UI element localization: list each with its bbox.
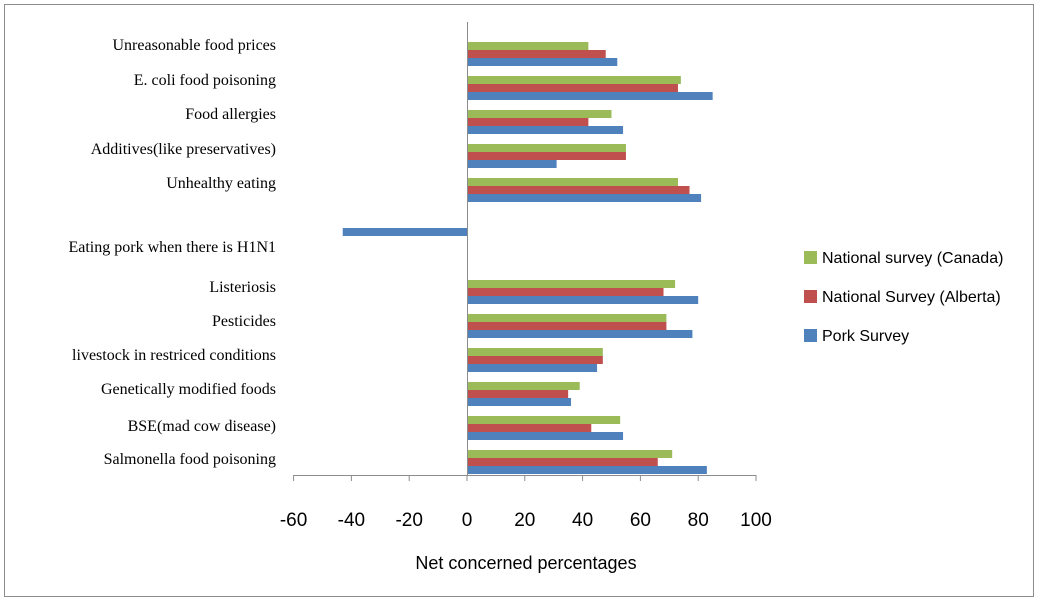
x-axis-title: Net concerned percentages [415,553,636,573]
category-label: Unreasonable food prices [113,37,277,54]
x-tick-label: -60 [280,510,307,531]
bar [467,160,557,168]
bar [467,356,603,364]
category-label: Unhealthy eating [166,175,276,192]
bar [467,92,713,100]
bar [467,144,626,152]
bar [467,76,681,84]
x-tick-label: 20 [514,510,535,531]
bar [467,398,572,406]
category-label: livestock in restriced conditions [72,347,276,364]
bar [467,424,592,432]
bar [467,450,673,458]
bar [467,178,678,186]
bar [467,432,624,440]
bar [467,364,598,372]
bar [467,458,658,466]
bar [467,50,606,58]
category-label: E. coli food poisoning [134,72,276,89]
category-label: Additives(like preservatives) [91,141,276,158]
bar [467,288,664,296]
legend-label: National Survey (Alberta) [822,289,1001,306]
x-tick-label: 100 [740,510,772,531]
bar [467,110,612,118]
x-tick-label: 80 [688,510,709,531]
bar [467,280,676,288]
bar [467,330,693,338]
legend-label: National survey (Canada) [822,250,1003,267]
category-label: Genetically modified foods [101,381,276,398]
x-tick-label: 40 [572,510,593,531]
category-label: Pesticides [212,313,276,330]
bar [467,194,702,202]
x-tick-label: -20 [395,510,422,531]
bar [467,466,707,474]
legend-swatch [804,329,817,342]
bar [467,322,667,330]
category-label: Eating pork when there is H1N1 [68,239,276,256]
bar [467,126,624,134]
category-label: Listeriosis [209,279,276,296]
bar [467,348,603,356]
category-label: Food allergies [185,106,276,123]
category-label: BSE(mad cow disease) [128,418,276,435]
bar [467,58,618,66]
bar [342,228,467,236]
legend-label: Pork Survey [822,328,909,345]
bar [467,84,678,92]
x-tick-label: 60 [630,510,651,531]
bar [467,296,699,304]
bar [467,118,589,126]
bar [467,390,569,398]
category-label: Salmonella food poisoning [104,451,276,468]
legend-swatch [804,290,817,303]
bar [467,152,626,160]
bar [467,416,621,424]
bar [467,186,690,194]
bar [467,42,589,50]
x-tick-label: 0 [462,510,473,531]
legend-swatch [804,251,817,264]
bar [467,314,667,322]
x-tick-label: -40 [338,510,365,531]
bar [467,382,580,390]
